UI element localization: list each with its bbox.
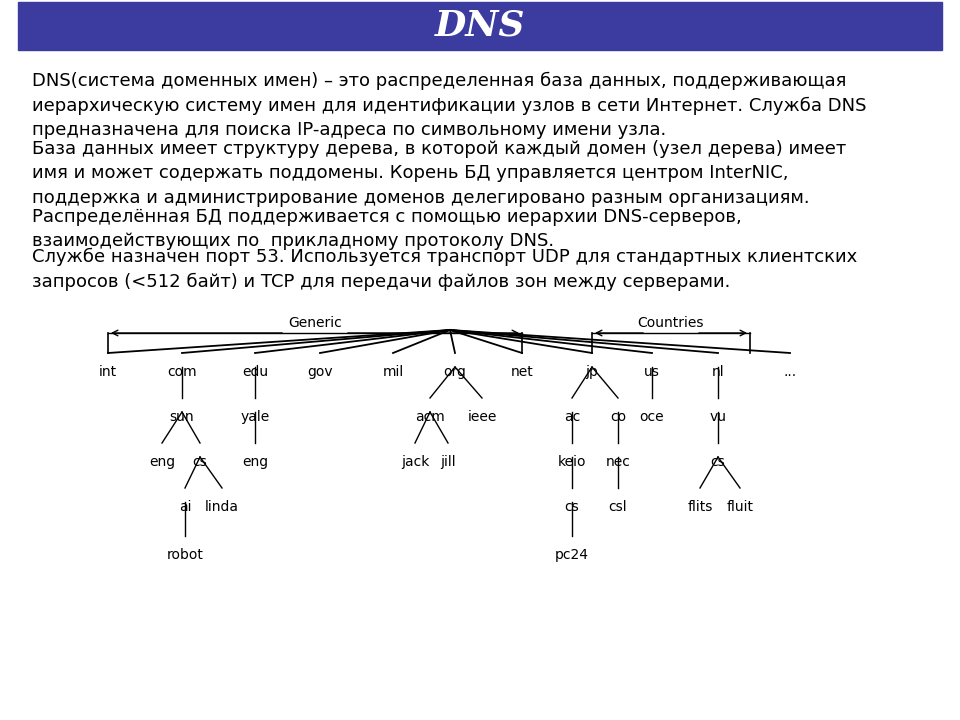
Text: ...: ...: [783, 365, 797, 379]
Text: acm: acm: [415, 410, 444, 424]
Text: us: us: [644, 365, 660, 379]
Text: sun: sun: [170, 410, 194, 424]
Text: jp: jp: [586, 365, 598, 379]
Text: pc24: pc24: [555, 548, 589, 562]
Text: csl: csl: [609, 500, 627, 514]
Text: ai: ai: [179, 500, 191, 514]
Text: linda: linda: [205, 500, 239, 514]
Bar: [18, 2, 942, 50]
Text: gov: gov: [307, 365, 333, 379]
Text: ieee: ieee: [468, 410, 496, 424]
Text: Countries: Countries: [637, 316, 705, 330]
Text: Generic: Generic: [288, 316, 342, 330]
Text: jill: jill: [441, 455, 456, 469]
Text: mil: mil: [382, 365, 403, 379]
Text: eng: eng: [149, 455, 175, 469]
Text: fluit: fluit: [727, 500, 754, 514]
Text: int: int: [99, 365, 117, 379]
Text: flits: flits: [687, 500, 712, 514]
Text: ac: ac: [564, 410, 580, 424]
Text: net: net: [511, 365, 534, 379]
Text: jack: jack: [401, 455, 429, 469]
Text: org: org: [444, 365, 467, 379]
Text: keio: keio: [558, 455, 587, 469]
Text: Службе назначен порт 53. Используется транспорт UDP для стандартных клиентских
з: Службе назначен порт 53. Используется тр…: [32, 248, 857, 291]
Text: com: com: [167, 365, 197, 379]
Text: База данных имеет структуру дерева, в которой каждый домен (узел дерева) имеет
и: База данных имеет структуру дерева, в ко…: [32, 140, 847, 207]
Text: robot: robot: [167, 548, 204, 562]
Text: cs: cs: [193, 455, 207, 469]
Text: DNS: DNS: [435, 9, 525, 43]
Text: vu: vu: [709, 410, 727, 424]
Text: nl: nl: [711, 365, 724, 379]
Text: cs: cs: [564, 500, 580, 514]
Text: eng: eng: [242, 455, 268, 469]
Text: edu: edu: [242, 365, 268, 379]
Text: co: co: [610, 410, 626, 424]
Text: cs: cs: [710, 455, 726, 469]
Text: oce: oce: [639, 410, 664, 424]
Text: DNS(система доменных имен) – это распределенная база данных, поддерживающая
иера: DNS(система доменных имен) – это распред…: [32, 72, 867, 139]
Text: nec: nec: [606, 455, 631, 469]
Text: Распределённая БД поддерживается с помощью иерархии DNS-серверов,
взаимодействую: Распределённая БД поддерживается с помощ…: [32, 208, 742, 251]
Text: yale: yale: [240, 410, 270, 424]
